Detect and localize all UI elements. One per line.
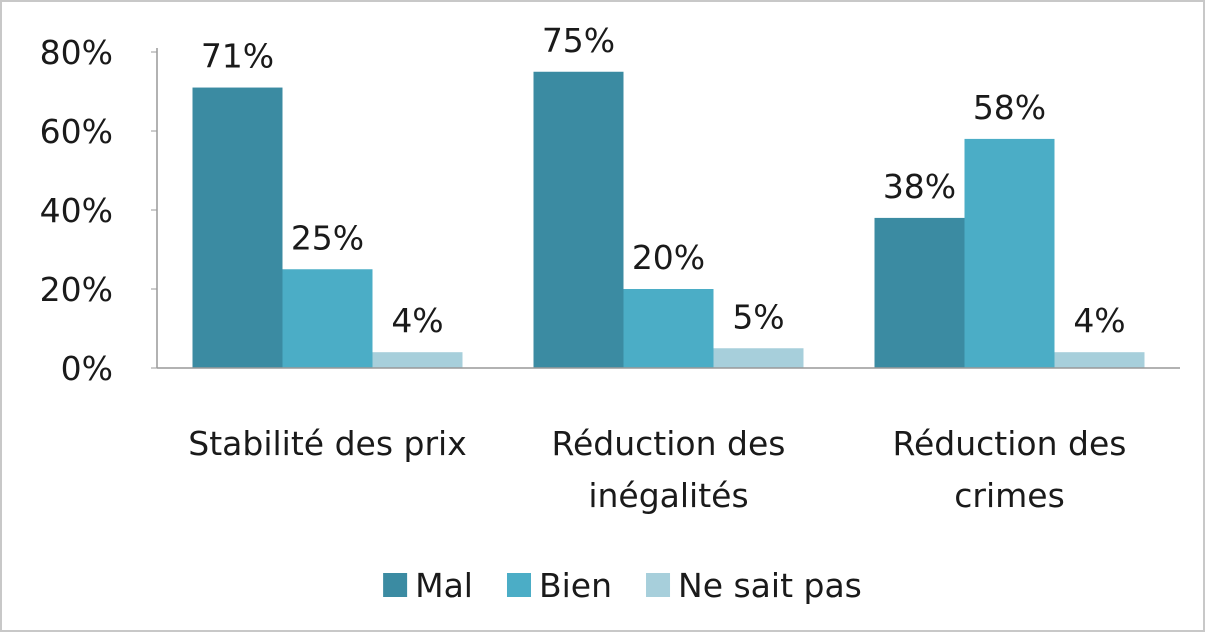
legend-swatch <box>383 573 408 597</box>
legend-label: Mal <box>415 566 473 605</box>
y-tick-label: 80% <box>40 33 113 72</box>
data-label: 4% <box>1073 301 1125 340</box>
data-label: 58% <box>973 88 1046 127</box>
data-label: 4% <box>391 301 443 340</box>
x-tick-label: Stabilité des prix <box>188 424 467 463</box>
bar <box>192 87 283 369</box>
bar <box>623 289 714 368</box>
bar <box>1054 352 1145 368</box>
data-label: 38% <box>883 167 956 206</box>
bar <box>533 71 624 368</box>
bar <box>964 138 1055 368</box>
x-tick-label: Réduction des inégalités <box>551 424 786 515</box>
y-tick-label: 0% <box>61 349 113 388</box>
data-label: 5% <box>732 297 784 336</box>
bar <box>282 269 373 368</box>
data-label: 71% <box>201 37 274 76</box>
bar <box>874 217 965 368</box>
legend-label: Ne sait pas <box>678 566 862 605</box>
bar <box>372 352 463 368</box>
legend-swatch <box>646 573 671 597</box>
data-label: 75% <box>542 21 615 60</box>
data-label: 20% <box>632 238 705 277</box>
y-tick-label: 40% <box>40 191 113 230</box>
x-tick-label: Réduction des crimes <box>892 424 1127 515</box>
legend-swatch <box>506 573 531 597</box>
data-label: 25% <box>291 218 364 257</box>
legend-label: Bien <box>539 566 612 605</box>
y-tick-label: 60% <box>40 112 113 151</box>
bar <box>713 348 804 368</box>
y-tick-label: 20% <box>40 270 113 309</box>
